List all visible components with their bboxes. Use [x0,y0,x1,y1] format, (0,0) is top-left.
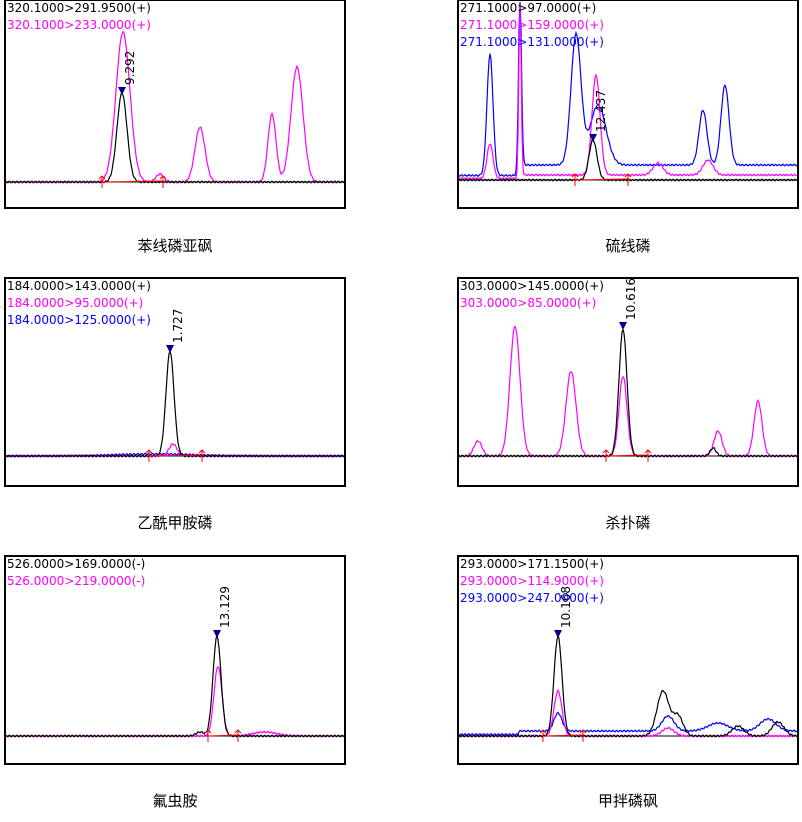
legend-entry: 293.0000>114.9000(+) [460,574,604,588]
caption: 甲拌磷砜 [598,792,658,810]
legend-entry: 293.0000>171.1500(+) [460,557,604,571]
peak-label: 10.616 [624,278,638,320]
legend-entry: 293.0000>247.0000(+) [460,591,604,605]
legend-entry: 184.0000>143.0000(+) [7,279,151,293]
integration-line [207,734,239,737]
chromatogram-panel: 9.292 320.1000>291.9500(+) 320.1000>233.00… [4,0,346,209]
legend-entry: 184.0000>125.0000(+) [7,313,151,327]
legend-entry: 303.0000>85.0000(+) [460,296,596,310]
plot-frame [4,555,346,765]
legend-entry: 184.0000>95.0000(+) [7,296,143,310]
peak-label: 10.168 [559,586,573,628]
integration-line [101,180,164,183]
caption: 苯线磷亚砜 [137,237,212,255]
peak-label: 13.129 [218,586,232,628]
peak-marker [166,345,174,353]
trace [5,633,345,738]
integration-line [574,178,629,181]
peak-marker [589,134,597,142]
peak-label: 1.727 [171,309,185,343]
integration-line [605,454,649,457]
plot-frame [457,555,799,765]
integration-marker [624,173,632,186]
integration-marker [644,449,652,462]
trace [458,633,798,738]
integration-marker [159,175,167,188]
plot-frame [4,277,346,487]
peak-label: 12.437 [594,90,608,132]
caption: 硫线磷 [605,237,650,255]
legend-entry: 271.1000>131.0000(+) [460,35,604,49]
trace [458,711,798,737]
peak-marker [213,630,221,638]
integration-line [542,734,584,737]
chromatogram-panel: 10.616 303.0000>145.0000(+) 303.0000>85.00… [457,277,799,487]
integration-marker [198,449,206,462]
chromatogram-panel: 1.727 184.0000>143.0000(+) 184.0000>95.000… [4,277,346,487]
caption: 氟虫胺 [152,792,197,810]
caption: 杀扑磷 [605,514,650,532]
peak-label: 9.292 [123,51,137,85]
integration-marker [98,175,106,188]
integration-marker [234,729,242,742]
legend-entry: 526.0000>219.0000(-) [7,574,145,588]
integration-marker [571,173,579,186]
plot-frame [4,0,346,209]
legend-entry: 271.1000>159.0000(+) [460,18,604,32]
legend-entry: 320.1000>233.0000(+) [7,18,151,32]
integration-marker [579,729,587,742]
peak-marker [554,630,562,638]
integration-line [148,454,203,457]
integration-marker [539,729,547,742]
peak-marker [619,322,627,330]
chromatogram-panel: 12.437 271.1000>97.0000(+) 271.1000>159.00… [457,0,799,209]
trace [458,327,798,458]
integration-marker [145,449,153,462]
legend-entry: 271.1000>97.0000(+) [460,1,596,15]
peak-marker [118,87,126,95]
chromatogram-panel: 10.168 293.0000>171.1500(+) 293.0000>114.9… [457,555,799,765]
legend-entry: 320.1000>291.9500(+) [7,1,151,15]
caption: 乙酰甲胺磷 [137,514,212,532]
legend-entry: 303.0000>145.0000(+) [460,279,604,293]
trace [5,92,345,184]
trace [458,1,798,178]
chromatogram-panel: 13.129 526.0000>169.0000(-) 526.0000>219.0… [4,555,346,765]
integration-marker [204,729,212,742]
plot-frame [457,277,799,487]
integration-marker [602,449,610,462]
trace [5,349,345,458]
legend-entry: 526.0000>169.0000(-) [7,557,145,571]
